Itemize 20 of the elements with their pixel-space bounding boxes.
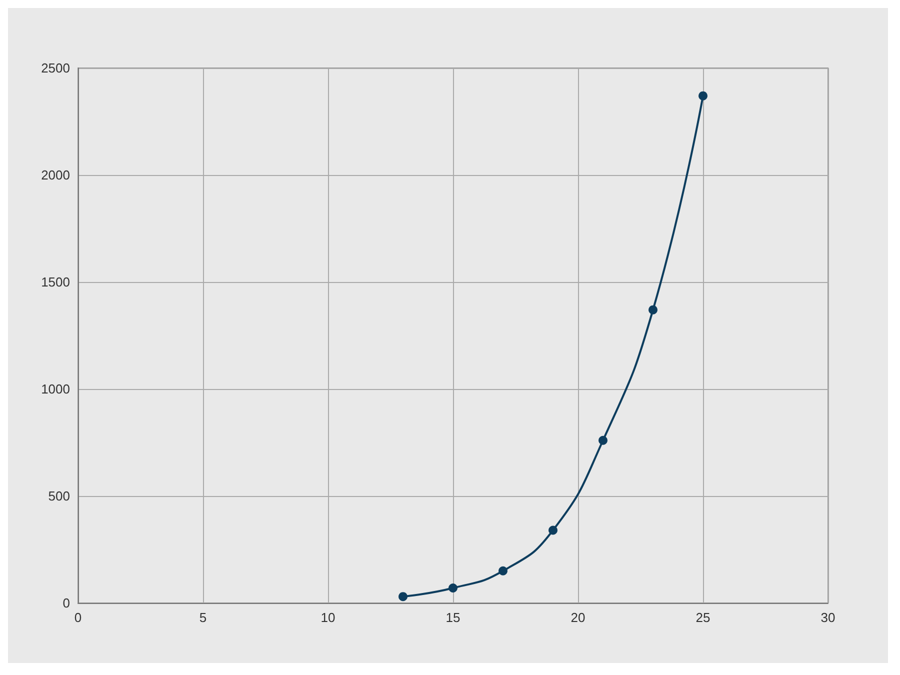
point (398, 592, 408, 602)
point (448, 584, 458, 593)
y-tick-label: 1500 (41, 274, 70, 290)
y-tick-label: 2000 (41, 168, 70, 182)
x-tick-label: 25 (696, 610, 710, 625)
x-tick-label: 15 (446, 610, 460, 625)
y-tick-label: 500 (48, 488, 70, 504)
point (698, 91, 708, 100)
point (548, 526, 558, 535)
y-tick-label: 0 (62, 596, 70, 610)
point (648, 305, 658, 314)
x-tick-label: 10 (320, 610, 336, 625)
x-tick-label: 0 (74, 610, 82, 625)
y-tick-label: 2500 (41, 60, 70, 76)
point (598, 436, 608, 445)
y-tick-label: 1000 (41, 382, 70, 396)
x-tick-label: 20 (570, 610, 586, 625)
point (498, 566, 508, 576)
x-tick-label: 5 (199, 610, 207, 625)
x-tick-label: 30 (820, 610, 836, 625)
